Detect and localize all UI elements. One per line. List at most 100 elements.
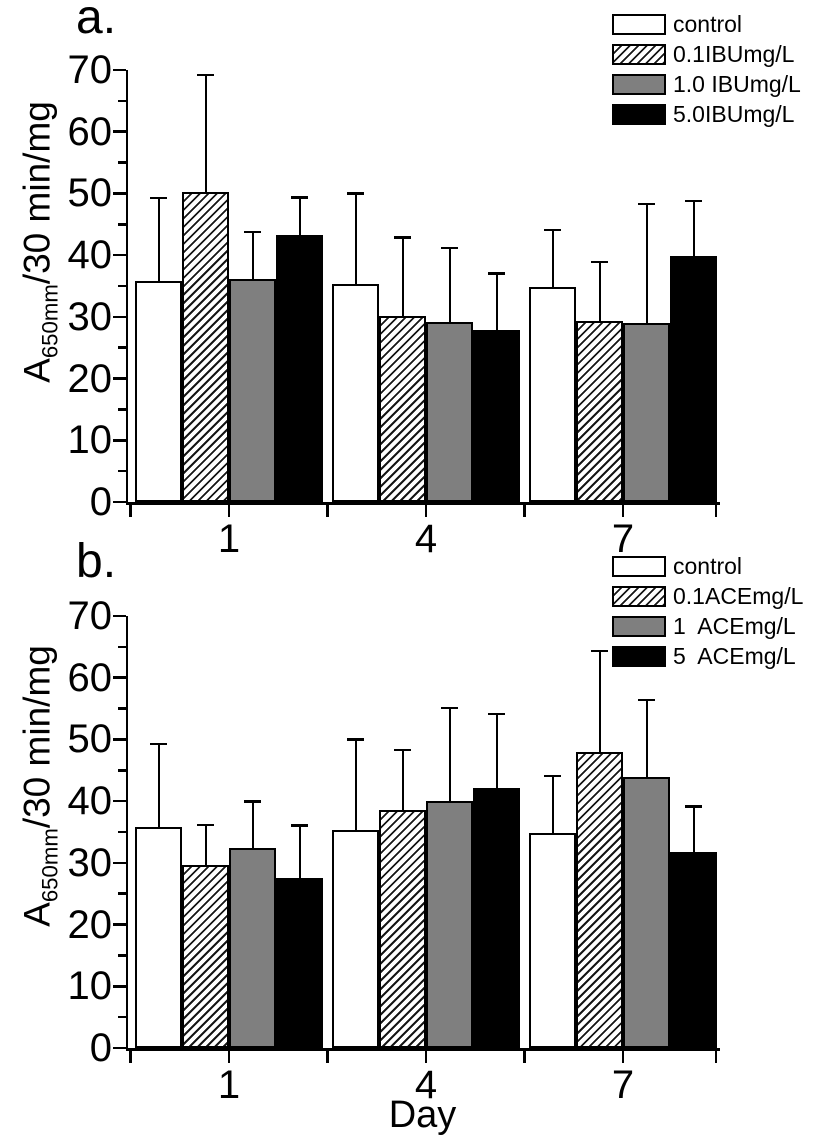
error-bar-line: [448, 247, 451, 323]
error-bar-line: [204, 824, 207, 865]
error-bar-line: [598, 261, 601, 321]
bar-day1-1 ACEmg/L: [229, 848, 276, 1048]
error-bar-cap: [394, 236, 411, 239]
error-bar-line: [157, 197, 160, 282]
error-bar-line: [204, 74, 207, 193]
bar-day7-1.0 IBUmg/L: [623, 323, 670, 502]
legend-label: 5 ACEmg/L: [673, 643, 796, 669]
bar-day7-5 ACEmg/L: [670, 852, 717, 1048]
y-tick-label: 70: [67, 594, 113, 638]
y-minor-tick: [117, 645, 126, 649]
y-axis-line: [125, 616, 128, 1051]
y-major-tick: [112, 130, 126, 133]
error-bar-cap: [591, 649, 608, 653]
bar-day7-control: [529, 286, 576, 502]
y-tick-label: 50: [67, 717, 113, 762]
error-bar-cap: [244, 230, 261, 234]
y-minor-tick: [117, 954, 126, 957]
legend-b: control 0.1ACEmg/L 1 ACEmg/L 5 ACEmg/L: [612, 554, 803, 674]
y-tick-label: 30: [67, 840, 113, 885]
y-major-tick: [112, 861, 126, 865]
y-tick-label: 10: [67, 418, 113, 463]
y-tick-label: 20: [67, 902, 113, 947]
y-minor-tick: [117, 346, 126, 349]
y-minor-tick: [117, 892, 126, 895]
y-major-tick: [112, 985, 126, 988]
x-minor-tick: [129, 1051, 132, 1063]
legend-label: 1.0 IBUmg/L: [673, 71, 801, 97]
legend-item-1ace: 1 ACEmg/L: [612, 614, 803, 638]
y-major-tick: [112, 614, 126, 618]
legend-item-0.1ibu: 0.1IBUmg/L: [612, 42, 801, 66]
error-bar-cap: [544, 228, 561, 232]
panel-a: a. A650mm/30 min/mg 0 10 20 30 40 50 60 70 1 4 7 c…: [0, 0, 813, 560]
legend-label: control: [673, 11, 743, 37]
y-major-tick: [112, 315, 126, 319]
bar-day1-control: [135, 281, 182, 502]
y-minor-tick: [117, 99, 126, 103]
error-bar-line: [645, 699, 648, 778]
error-bar-line: [645, 203, 648, 323]
x-major-tick: [621, 505, 625, 517]
error-bar-cap: [441, 706, 458, 710]
y-major-tick: [112, 1046, 126, 1050]
y-minor-tick: [117, 830, 126, 834]
error-bar-line: [692, 200, 695, 256]
error-bar-cap: [488, 272, 505, 275]
y-minor-tick: [117, 1015, 126, 1019]
bar-day4-1 ACEmg/L: [426, 801, 473, 1048]
error-bar-line: [495, 273, 498, 331]
error-bar-cap: [638, 698, 655, 702]
legend-swatch-gray-icon: [612, 73, 666, 95]
bar-day4-1.0 IBUmg/L: [426, 322, 473, 502]
x-axis-line: [125, 1048, 720, 1051]
error-bar-cap: [685, 199, 702, 203]
legend-item-0.1ace: 0.1ACEmg/L: [612, 584, 803, 608]
bar-day1-5.0IBUmg/L: [276, 234, 323, 502]
panel-b-letter: b.: [76, 535, 117, 588]
y-minor-tick: [117, 469, 126, 473]
legend-swatch-white-icon: [612, 555, 666, 577]
legend-label: 0.1ACEmg/L: [673, 583, 804, 609]
x-axis-line: [125, 502, 720, 505]
bar-day4-control: [332, 283, 379, 502]
x-major-tick: [424, 1051, 428, 1063]
bar-day1-5 ACEmg/L: [276, 878, 323, 1048]
error-bar-line: [598, 650, 601, 753]
y-major-tick: [112, 68, 126, 72]
y-major-tick: [112, 799, 126, 803]
error-bar-cap: [291, 196, 308, 199]
legend-item-control: control: [612, 554, 803, 578]
y-major-tick: [112, 923, 126, 926]
bar-day7-control: [529, 832, 576, 1048]
bar-day4-5 ACEmg/L: [473, 787, 520, 1048]
bar-day1-control: [135, 827, 182, 1048]
x-minor-tick: [326, 505, 329, 517]
y-major-tick: [112, 738, 126, 741]
panel-b: b. A650mm/30 min/mg 0 10 20 30 40 50 60 70 1 4 7 c…: [0, 536, 813, 1144]
error-bar-line: [692, 806, 695, 853]
bar-day7-5.0IBUmg/L: [670, 255, 717, 502]
error-bar-cap: [291, 824, 308, 827]
y-minor-tick: [117, 408, 126, 411]
error-bar-line: [551, 229, 554, 287]
y-minor-tick: [117, 223, 126, 226]
error-bar-line: [401, 749, 404, 810]
bar-day4-0.1IBUmg/L: [379, 316, 426, 502]
y-minor-tick: [117, 284, 126, 288]
y-major-tick: [112, 253, 126, 257]
error-bar-cap: [441, 246, 458, 250]
x-axis-title: Day: [388, 1094, 457, 1136]
error-bar-line: [298, 197, 301, 235]
legend-label: 0.1IBUmg/L: [673, 41, 795, 67]
bar-day1-1.0 IBUmg/L: [229, 279, 276, 502]
x-tick-label: 1: [217, 517, 241, 561]
error-bar-line: [495, 713, 498, 788]
error-bar-line: [401, 237, 404, 317]
y-major-tick: [112, 500, 126, 504]
x-minor-tick: [326, 1051, 329, 1063]
x-minor-tick: [714, 1051, 718, 1063]
legend-swatch-hatch-icon: [612, 43, 666, 65]
legend-label: 5.0IBUmg/L: [673, 101, 795, 127]
